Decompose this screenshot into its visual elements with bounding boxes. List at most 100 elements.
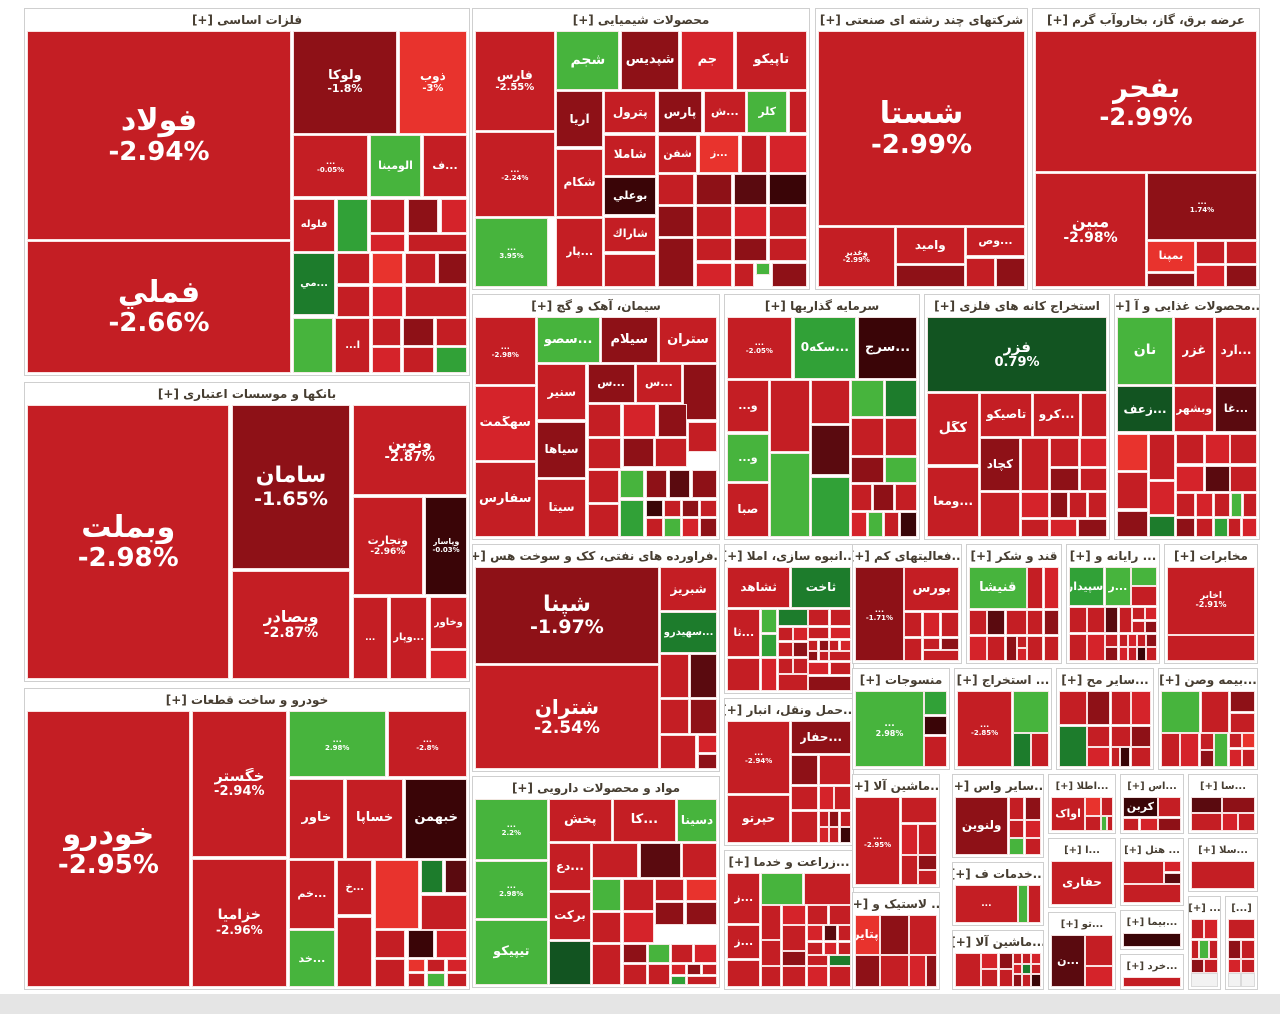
stock-tile[interactable] xyxy=(604,253,656,287)
stock-tile[interactable] xyxy=(900,797,937,824)
stock-tile[interactable] xyxy=(1145,620,1157,634)
sector-header-banks[interactable]: بانکها و موسسات اعتباری [+] xyxy=(25,383,469,405)
stock-tile[interactable] xyxy=(407,973,426,987)
stock-tile[interactable] xyxy=(1085,935,1114,967)
stock-tile[interactable] xyxy=(1017,648,1028,661)
stock-tile[interactable] xyxy=(690,653,717,699)
stock-tile[interactable] xyxy=(687,421,717,453)
stock-tile-...ز[interactable]: ...ز xyxy=(699,134,739,174)
stock-tile[interactable] xyxy=(1018,885,1028,923)
sector-header-sugar[interactable]: قند و شکر [+] xyxy=(967,545,1061,567)
stock-tile[interactable] xyxy=(733,262,754,287)
stock-tile[interactable] xyxy=(828,905,851,925)
stock-tile[interactable] xyxy=(372,347,401,373)
stock-tile[interactable] xyxy=(1087,747,1111,767)
stock-tile[interactable] xyxy=(645,469,668,499)
stock-tile[interactable] xyxy=(904,637,923,661)
stock-tile-شجم[interactable]: شجم xyxy=(556,31,620,90)
stock-tile[interactable] xyxy=(1204,433,1230,465)
stock-tile[interactable] xyxy=(1123,933,1181,947)
stock-tile[interactable] xyxy=(883,511,899,537)
stock-tile[interactable] xyxy=(755,262,771,276)
stock-tile[interactable] xyxy=(648,963,670,985)
stock-tile[interactable] xyxy=(1123,977,1181,987)
stock-tile[interactable] xyxy=(407,930,434,958)
stock-tile[interactable] xyxy=(1241,973,1255,987)
stock-tile[interactable] xyxy=(1230,433,1257,465)
stock-tile-شپدیس[interactable]: شپدیس xyxy=(621,31,680,90)
stock-tile[interactable] xyxy=(884,418,917,456)
stock-tile[interactable] xyxy=(924,735,947,767)
stock-tile[interactable] xyxy=(587,438,622,469)
stock-tile[interactable] xyxy=(1050,519,1078,537)
stock-tile[interactable] xyxy=(1167,635,1255,661)
stock-tile[interactable] xyxy=(1213,518,1228,537)
stock-tile[interactable] xyxy=(855,954,880,987)
stock-tile[interactable] xyxy=(823,925,838,942)
stock-tile[interactable] xyxy=(374,860,419,930)
stock-tile-بورس[interactable]: بورس xyxy=(904,567,959,612)
stock-tile[interactable] xyxy=(727,959,761,987)
stock-tile[interactable] xyxy=(681,518,699,537)
stock-tile-...س[interactable]: ...س xyxy=(635,364,682,403)
stock-tile-صبا[interactable]: صبا xyxy=(727,483,769,537)
stock-tile[interactable] xyxy=(681,842,717,879)
stock-tile[interactable] xyxy=(790,785,819,811)
stock-tile[interactable] xyxy=(806,925,824,942)
sector-header-utilities[interactable]: عرضه برق، گاز، بخاروآب گرم [+] xyxy=(1033,9,1259,31)
stock-tile-...سصو[interactable]: ...سصو xyxy=(536,317,600,364)
stock-tile[interactable] xyxy=(1199,939,1209,959)
stock-tile[interactable] xyxy=(1078,519,1107,537)
stock-tile[interactable] xyxy=(918,870,937,885)
stock-tile[interactable] xyxy=(918,855,937,871)
stock-tile[interactable] xyxy=(700,499,717,518)
stock-tile[interactable] xyxy=(1131,691,1151,726)
stock-tile[interactable] xyxy=(1085,966,1114,987)
sector-header-computer[interactable]: ... رایانه و [+] xyxy=(1067,545,1159,567)
stock-tile[interactable] xyxy=(1222,797,1255,814)
stock-tile[interactable] xyxy=(1191,959,1204,973)
stock-tile-...[interactable]: ... xyxy=(352,596,388,679)
stock-tile-...[interactable]: ... -2.95% xyxy=(855,797,901,885)
stock-tile[interactable] xyxy=(1241,939,1255,959)
stock-tile[interactable] xyxy=(1069,606,1087,634)
stock-tile[interactable] xyxy=(793,626,808,642)
sector-header-as-sector[interactable]: ...اس [+] xyxy=(1121,775,1183,797)
stock-tile-...ن[interactable]: ...ن xyxy=(1051,935,1086,987)
stock-tile-سامان[interactable]: سامان -1.65% xyxy=(231,405,351,570)
stock-tile[interactable] xyxy=(695,262,733,287)
sector-header-dots-small[interactable]: [...] xyxy=(1226,897,1257,919)
stock-tile[interactable] xyxy=(1123,817,1140,831)
stock-tile[interactable] xyxy=(1146,633,1157,647)
stock-tile-وتجارت[interactable]: وتجارت -2.96% xyxy=(352,496,423,596)
stock-tile[interactable] xyxy=(1161,691,1201,733)
stock-tile[interactable] xyxy=(1087,725,1111,747)
stock-tile-خبهمن[interactable]: خبهمن xyxy=(405,778,467,859)
stock-tile[interactable] xyxy=(691,469,717,499)
stock-tile[interactable] xyxy=(697,734,717,753)
stock-tile[interactable] xyxy=(1110,747,1120,767)
stock-tile-تاصیکو[interactable]: تاصیکو xyxy=(980,392,1033,437)
stock-tile[interactable] xyxy=(587,403,622,437)
stock-tile[interactable] xyxy=(1242,748,1255,767)
sector-header-bima[interactable]: ...بیما [+] xyxy=(1121,911,1183,933)
stock-tile-سنیر[interactable]: سنیر xyxy=(536,364,587,421)
stock-tile-شاملا[interactable]: شاملا xyxy=(604,134,656,176)
stock-tile[interactable] xyxy=(829,810,840,827)
stock-tile[interactable] xyxy=(900,823,918,855)
stock-tile[interactable] xyxy=(1145,606,1157,621)
stock-tile[interactable] xyxy=(851,456,884,484)
stock-tile-...ز[interactable]: ...ز xyxy=(727,873,761,925)
sector-header-hotel[interactable]: ... هتل [+] xyxy=(1121,839,1183,861)
stock-tile[interactable] xyxy=(1208,939,1218,959)
stock-tile[interactable] xyxy=(761,873,804,905)
stock-tile[interactable] xyxy=(1027,567,1044,610)
sector-header-metals[interactable]: فلزات اساسی [+] xyxy=(25,9,469,31)
stock-tile-فملي[interactable]: فملي -2.66% xyxy=(27,241,291,373)
stock-tile-...[interactable]: ... -2.8% xyxy=(387,711,467,778)
stock-tile[interactable] xyxy=(685,902,717,925)
stock-tile[interactable] xyxy=(372,285,404,317)
stock-tile[interactable] xyxy=(1175,465,1204,492)
sector-header-auto[interactable]: خودرو و ساخت قطعات [+] xyxy=(25,689,469,711)
stock-tile[interactable] xyxy=(370,198,406,233)
